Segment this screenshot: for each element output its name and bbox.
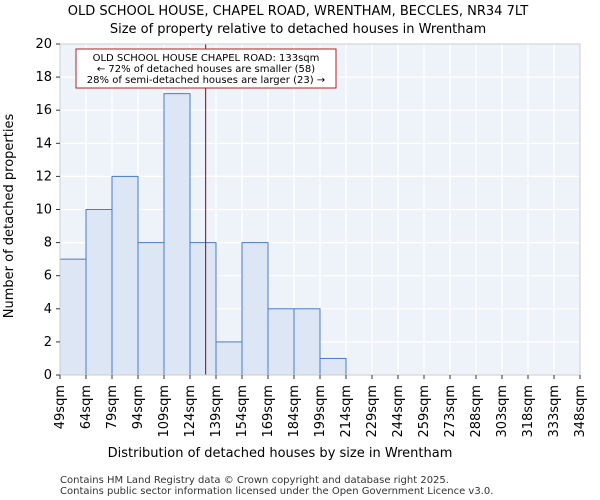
- annotation: OLD SCHOOL HOUSE CHAPEL ROAD: 133sqm ← 7…: [75, 48, 337, 89]
- y-tick-label: 20: [35, 37, 52, 52]
- x-tick-label: 259sqm: [417, 385, 432, 438]
- histogram-bar: [241, 242, 269, 376]
- histogram-bar: [137, 242, 165, 376]
- x-tick-label: 199sqm: [313, 385, 328, 438]
- y-axis-label: Number of detached properties: [2, 114, 17, 319]
- chart-subtitle: Size of property relative to detached ho…: [110, 22, 486, 37]
- annotation-line-3: 28% of semi-detached houses are larger (…: [87, 75, 325, 86]
- annotation-line-1: OLD SCHOOL HOUSE CHAPEL ROAD: 133sqm: [93, 53, 320, 64]
- y-tick-label: 0: [44, 368, 52, 383]
- x-tick-label: 303sqm: [495, 385, 510, 438]
- x-tick-label: 94sqm: [131, 385, 146, 429]
- y-tick-label: 14: [35, 136, 52, 151]
- y-tick-label: 12: [35, 169, 52, 184]
- footer-line-1: Contains HM Land Registry data © Crown c…: [60, 475, 449, 486]
- x-tick-label: 184sqm: [287, 385, 302, 438]
- x-tick-label: 318sqm: [521, 385, 536, 438]
- x-tick-label: 79sqm: [105, 385, 120, 429]
- y-tick-label: 16: [35, 103, 52, 118]
- x-tick-label: 229sqm: [365, 385, 380, 438]
- histogram-bar: [293, 308, 321, 376]
- footer-line-2: Contains public sector information licen…: [60, 486, 493, 497]
- histogram-bar: [163, 93, 191, 376]
- y-tick-label: 2: [44, 335, 52, 350]
- y-tick-label: 8: [44, 236, 52, 251]
- chart-title: OLD SCHOOL HOUSE, CHAPEL ROAD, WRENTHAM,…: [68, 4, 529, 19]
- x-tick-label: 124sqm: [183, 385, 198, 438]
- plot-area: OLD SCHOOL HOUSE CHAPEL ROAD: 133sqm ← 7…: [59, 43, 581, 376]
- x-tick-label: 214sqm: [339, 385, 354, 438]
- histogram-bar: [85, 209, 113, 376]
- x-axis-ticks: 49sqm 64sqm 79sqm 94sqm 109sqm 124sqm 139sqm 15…: [53, 375, 588, 438]
- bars: [59, 93, 347, 376]
- y-tick-label: 4: [44, 302, 52, 317]
- x-tick-label: 288sqm: [469, 385, 484, 438]
- x-tick-label: 49sqm: [53, 385, 68, 429]
- y-tick-label: 6: [44, 269, 52, 284]
- x-tick-label: 348sqm: [573, 385, 588, 438]
- x-tick-label: 64sqm: [79, 385, 94, 429]
- y-tick-label: 18: [35, 70, 52, 85]
- x-tick-label: 109sqm: [157, 385, 172, 438]
- histogram-bar: [267, 308, 295, 376]
- histogram-bar: [59, 258, 87, 376]
- histogram-bar: [189, 242, 217, 376]
- x-tick-label: 333sqm: [547, 385, 562, 438]
- x-tick-label: 139sqm: [209, 385, 224, 438]
- y-tick-label: 10: [35, 203, 52, 218]
- histogram-bar: [319, 357, 347, 376]
- x-tick-label: 273sqm: [443, 385, 458, 438]
- annotation-box: [75, 48, 337, 89]
- x-tick-label: 244sqm: [391, 385, 406, 438]
- x-tick-label: 169sqm: [261, 385, 276, 438]
- histogram-bar: [111, 175, 139, 376]
- x-axis-label: Distribution of detached houses by size …: [108, 446, 453, 461]
- x-tick-label: 154sqm: [235, 385, 250, 438]
- annotation-line-2: ← 72% of detached houses are smaller (58…: [97, 64, 315, 75]
- histogram-bar: [215, 341, 243, 376]
- y-axis-ticks: 0 2 4 6 8 10 12 14 16 18 20: [35, 37, 60, 383]
